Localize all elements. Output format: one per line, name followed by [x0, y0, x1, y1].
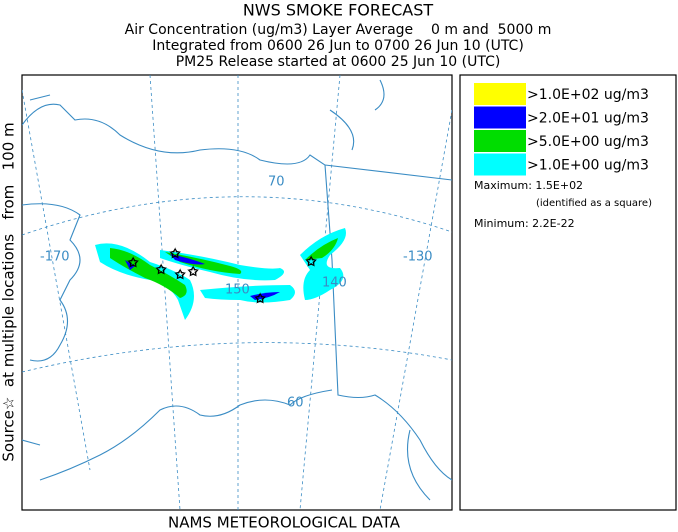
minimum: Minimum: 2.2E-22: [474, 217, 575, 230]
subtitle-line: PM25 Release started at 0600 25 Jun 10 (…: [176, 54, 501, 70]
graticule-label: 150: [225, 283, 250, 298]
maximum: Maximum: 1.5E+02: [474, 179, 583, 192]
graticule-label: 60: [287, 396, 304, 411]
graticule-label: 140: [322, 276, 347, 291]
legend-label: >1.0E+00 ug/m3: [527, 158, 649, 174]
subtitle-line: Air Concentration (ug/m3) Layer Average …: [125, 22, 552, 38]
svg-text:✩: ✩: [156, 263, 166, 277]
graticule-label: -170: [40, 250, 70, 265]
svg-text:✩: ✩: [255, 292, 265, 306]
maximum-note: (identified as a square): [536, 198, 652, 209]
legend-swatch: [474, 106, 526, 129]
side-label: Source☆ at multiple locations from 100 m: [0, 122, 18, 461]
svg-text:✩: ✩: [306, 255, 316, 269]
legend-label: >5.0E+00 ug/m3: [527, 134, 649, 150]
subtitle-line: Integrated from 0600 26 Jun to 0700 26 J…: [152, 38, 524, 54]
title: NWS SMOKE FORECAST: [243, 1, 434, 20]
legend-swatch: [474, 83, 526, 105]
legend-label: >1.0E+02 ug/m3: [527, 87, 649, 103]
svg-text:✩: ✩: [188, 265, 198, 279]
legend-swatch: [474, 130, 526, 152]
svg-text:✩: ✩: [175, 268, 185, 282]
legend-label: >2.0E+01 ug/m3: [527, 111, 649, 127]
legend: Maximum: 1.5E+02 (identified as a square…: [459, 74, 677, 511]
coastline: [22, 79, 452, 501]
legend-swatch: [474, 153, 526, 176]
graticule-label: -130: [403, 250, 433, 265]
svg-text:✩: ✩: [128, 256, 138, 270]
footer: NAMS METEOROLOGICAL DATA: [168, 514, 401, 532]
source-markers: ✩✩✩ ✩✩✩ ✩: [128, 246, 317, 306]
graticule-label: 70: [268, 175, 285, 190]
svg-text:✩: ✩: [170, 247, 180, 261]
smoke-plume: [95, 228, 346, 320]
map: ✩✩✩ ✩✩✩ ✩ -170 70 -130 150 140 60: [21, 74, 453, 511]
